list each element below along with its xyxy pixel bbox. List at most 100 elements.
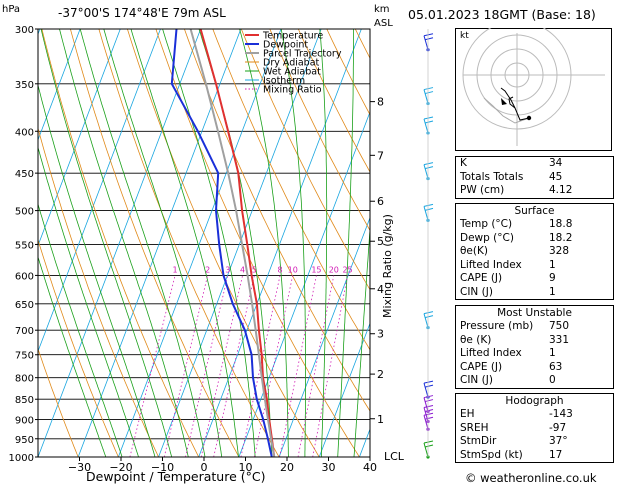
mixing-ratio-label: 10 — [288, 265, 298, 274]
mixing-ratio-line — [163, 275, 209, 457]
pressure-tick-label: 600 — [15, 271, 34, 282]
legend-entry: Dewpoint — [263, 40, 308, 51]
dry-adiabat-line — [240, 29, 370, 291]
surface-row: Lifted Index 1 — [456, 259, 613, 273]
most-unstable-panel: Most Unstable Pressure (mb) 750 θe (K) 331 L… — [455, 305, 614, 389]
mixing-ratio-label: 25 — [342, 265, 352, 274]
temperature-tick-label: 10 — [239, 461, 253, 474]
dry-adiabat-line — [69, 29, 240, 457]
surface-value: 18.2 — [549, 231, 573, 244]
km-tick-label: 3 — [377, 328, 384, 341]
wet-adiabat-line — [162, 29, 256, 457]
km-tick-label: 8 — [377, 96, 384, 109]
series-dewpoint — [170, 29, 273, 457]
index-key: K — [460, 157, 467, 169]
hodo-row: SREH -97 — [456, 422, 613, 436]
surface-key: θe(K) — [460, 245, 488, 257]
hodograph-title: Hodograph — [505, 395, 564, 407]
wind-barb-flag — [424, 120, 434, 124]
surface-key: Lifted Index — [460, 258, 522, 271]
mixing-ratio-line — [253, 275, 294, 457]
surface-key: Temp (°C) — [460, 218, 513, 230]
mu-key: Pressure (mb) — [460, 320, 534, 332]
pressure-tick-label: 850 — [15, 395, 34, 406]
pressure-tick-label: 300 — [15, 25, 34, 36]
index-row: Totals Totals 45 — [456, 171, 613, 185]
most-unstable-title: Most Unstable — [497, 307, 572, 319]
mixing-ratio-line — [213, 275, 255, 457]
datetime-label: 05.01.2023 18GMT (Base: 18) — [408, 7, 596, 22]
hodo-value: 17 — [549, 448, 563, 461]
dry-adiabat-line — [183, 29, 370, 412]
wind-barb-flag — [424, 37, 434, 41]
surface-row: θe(K) 328 — [456, 245, 613, 259]
hodo-value: 37° — [549, 435, 568, 447]
mixing-ratio-label: 5 — [252, 265, 257, 274]
mixing-ratio-label: 4 — [240, 265, 245, 274]
mixing-ratio-label: 2 — [205, 265, 210, 274]
dry-adiabat-line — [41, 29, 200, 457]
index-key: PW (cm) — [460, 184, 505, 196]
pressure-tick-label: 750 — [15, 351, 34, 362]
legend-entry: Wet Adiabat — [263, 67, 321, 78]
isotherm-line — [278, 216, 370, 457]
wet-adiabat-line — [103, 29, 223, 457]
surface-key: CIN (J) — [460, 285, 493, 298]
wind-barb-staff — [423, 35, 429, 50]
dry-adiabat-line — [98, 29, 280, 457]
wind-barb-staff — [423, 313, 429, 328]
surface-panel: Surface Temp (°C) 18.8 Dewp (°C) 18.2 θe(K) 3… — [455, 203, 614, 300]
mu-value: 63 — [549, 360, 563, 373]
surface-title: Surface — [514, 205, 555, 217]
isotherm-line — [38, 29, 121, 247]
dry-adiabat-line — [38, 238, 119, 457]
wet-adiabat-line — [38, 145, 139, 457]
mu-key: Lifted Index — [460, 347, 522, 359]
mixing-ratio-line — [279, 275, 317, 457]
wind-barb-flag — [423, 116, 434, 120]
temperature-tick-label: 40 — [363, 461, 377, 474]
hodograph-plot — [455, 28, 612, 151]
hodo-row: StmSpd (kt) 17 — [456, 449, 613, 463]
hodo-key: StmDir — [460, 435, 497, 447]
pressure-tick-label: 800 — [15, 374, 34, 385]
mixing-ratio-label: 15 — [311, 265, 321, 274]
background-lines — [0, 4, 370, 474]
mixing-ratio-label: 3 — [225, 265, 230, 274]
wind-barb-flag — [424, 409, 434, 412]
surface-value: 1 — [549, 258, 556, 271]
surface-value: 9 — [549, 272, 556, 284]
isotherm-line — [0, 4, 9, 474]
wind-barb-flag — [423, 412, 434, 416]
legend-entry: Temperature — [262, 31, 323, 42]
wet-adiabat-line — [319, 29, 328, 457]
isotherm-line — [77, 29, 242, 457]
index-value: 34 — [549, 157, 563, 169]
wind-barb-flag — [424, 91, 434, 95]
dry-adiabat-line — [126, 29, 320, 457]
wind-barbs — [423, 29, 434, 459]
location-label: -37°00'S 174°48'E 79m ASL — [58, 6, 226, 20]
surface-value: 328 — [549, 245, 570, 257]
series-parcel-trajectory — [189, 29, 276, 457]
mu-key: CAPE (J) — [460, 360, 503, 373]
wet-adiabat-line — [38, 255, 107, 457]
temperature-tick-label: 20 — [280, 461, 294, 474]
wind-barb-staff — [423, 206, 429, 221]
mu-row: Lifted Index 1 — [456, 347, 613, 361]
temperature-tick-label: −30 — [68, 461, 91, 474]
wind-barb-flag — [423, 311, 434, 315]
mixing-ratio-axis-title: Mixing Ratio (g/kg) — [381, 214, 394, 318]
pressure-tick-label: 400 — [15, 127, 34, 138]
wind-barb-staff — [423, 397, 429, 412]
hodo-value: -143 — [549, 408, 573, 420]
pressure-tick-label: 650 — [15, 300, 34, 311]
index-value: 45 — [549, 170, 563, 183]
hodo-row: EH -143 — [456, 408, 613, 422]
hodo-key: StmSpd (kt) — [460, 448, 523, 461]
wet-adiabat-line — [239, 29, 289, 457]
wind-barb-flag — [424, 416, 434, 420]
wet-adiabat-line — [38, 83, 156, 457]
isotherm-line — [358, 428, 370, 457]
